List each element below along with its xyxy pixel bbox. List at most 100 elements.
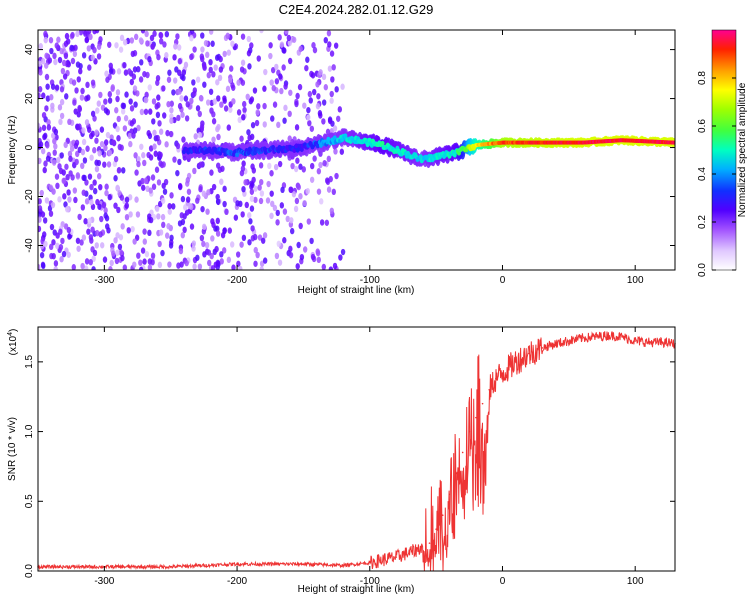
noise-speckle (226, 124, 231, 131)
noise-speckle (258, 197, 264, 205)
noise-speckle (164, 30, 170, 38)
noise-speckle (150, 174, 156, 181)
noise-speckle (172, 54, 177, 61)
noise-speckle (53, 260, 59, 267)
noise-speckle (318, 161, 323, 169)
noise-speckle (115, 95, 120, 103)
noise-speckle (84, 258, 90, 265)
noise-speckle (289, 186, 294, 194)
noise-speckle (287, 110, 292, 118)
snr-data-point (395, 556, 398, 558)
x-tick-label: -200 (227, 576, 247, 587)
noise-speckle (180, 195, 186, 203)
noise-speckle (103, 107, 109, 114)
noise-speckle (293, 205, 299, 213)
noise-speckle (97, 203, 102, 210)
snr-data-point (455, 472, 457, 475)
noise-speckle (143, 177, 149, 185)
noise-speckle (157, 200, 163, 208)
noise-speckle (56, 36, 61, 43)
noise-speckle (294, 124, 300, 131)
noise-speckle (296, 241, 301, 249)
snr-data-point (368, 561, 371, 564)
noise-speckle (81, 52, 87, 59)
noise-speckle (249, 205, 255, 212)
spectrogram-background (38, 30, 675, 270)
noise-speckle (51, 188, 56, 195)
noise-speckle (142, 228, 147, 235)
snr-data-point (435, 528, 437, 530)
noise-speckle (249, 195, 255, 202)
noise-speckle (222, 185, 227, 193)
noise-speckle (295, 157, 300, 164)
noise-speckle (75, 30, 80, 38)
noise-speckle (282, 117, 287, 124)
noise-speckle (167, 261, 172, 268)
noise-speckle (172, 77, 178, 84)
noise-speckle (92, 147, 97, 154)
noise-speckle (116, 68, 122, 75)
noise-speckle (332, 125, 338, 132)
noise-speckle (128, 211, 133, 218)
noise-speckle (38, 86, 43, 93)
noise-speckle (53, 128, 59, 136)
noise-speckle (219, 258, 224, 265)
snr-data-point (501, 372, 504, 374)
noise-speckle (123, 69, 129, 76)
noise-speckle (262, 102, 267, 110)
snr-data-point (581, 337, 583, 339)
noise-speckle (40, 211, 46, 218)
noise-speckle (144, 30, 149, 38)
noise-speckle (216, 162, 221, 169)
noise-speckle (104, 183, 109, 190)
noise-speckle (183, 61, 189, 69)
noise-speckle (148, 108, 153, 115)
noise-speckle (204, 241, 210, 249)
noise-speckle (61, 59, 67, 67)
y-tick-label: 1.5 (24, 354, 35, 368)
noise-speckle (76, 245, 81, 252)
noise-speckle (57, 163, 62, 170)
noise-speckle (215, 230, 221, 237)
noise-speckle (332, 262, 338, 270)
noise-speckle (162, 112, 167, 119)
x-tick-label: 100 (627, 576, 644, 587)
noise-speckle (88, 234, 94, 241)
noise-speckle (328, 266, 334, 270)
noise-speckle (95, 198, 100, 206)
snr-y-multiplier-exp: 4 (7, 332, 14, 336)
noise-speckle (268, 42, 273, 49)
noise-speckle (222, 227, 227, 234)
noise-speckle (181, 74, 186, 82)
noise-speckle (326, 155, 331, 163)
noise-speckle (274, 252, 280, 260)
noise-speckle (124, 202, 129, 209)
noise-speckle (155, 74, 161, 82)
noise-speckle (134, 196, 139, 203)
noise-speckle (103, 139, 109, 146)
noise-speckle (66, 251, 71, 258)
noise-speckle (198, 161, 203, 168)
noise-speckle (38, 60, 42, 67)
y-tick-label: 20 (24, 93, 35, 105)
noise-speckle (102, 161, 107, 168)
noise-speckle (124, 196, 130, 203)
noise-speckle (119, 34, 125, 42)
noise-speckle (41, 92, 46, 99)
noise-speckle (259, 266, 264, 270)
noise-speckle (57, 104, 63, 111)
noise-speckle (272, 204, 278, 212)
noise-speckle (87, 217, 92, 225)
noise-speckle (326, 30, 332, 37)
noise-speckle (45, 155, 51, 162)
noise-speckle (205, 99, 211, 106)
noise-speckle (66, 189, 71, 196)
noise-speckle (117, 243, 123, 251)
noise-speckle (98, 91, 103, 99)
noise-speckle (208, 66, 213, 74)
noise-speckle (205, 208, 210, 215)
snr-data-point (528, 352, 530, 355)
noise-speckle (175, 142, 181, 150)
noise-speckle (200, 32, 205, 39)
noise-speckle (77, 213, 82, 221)
